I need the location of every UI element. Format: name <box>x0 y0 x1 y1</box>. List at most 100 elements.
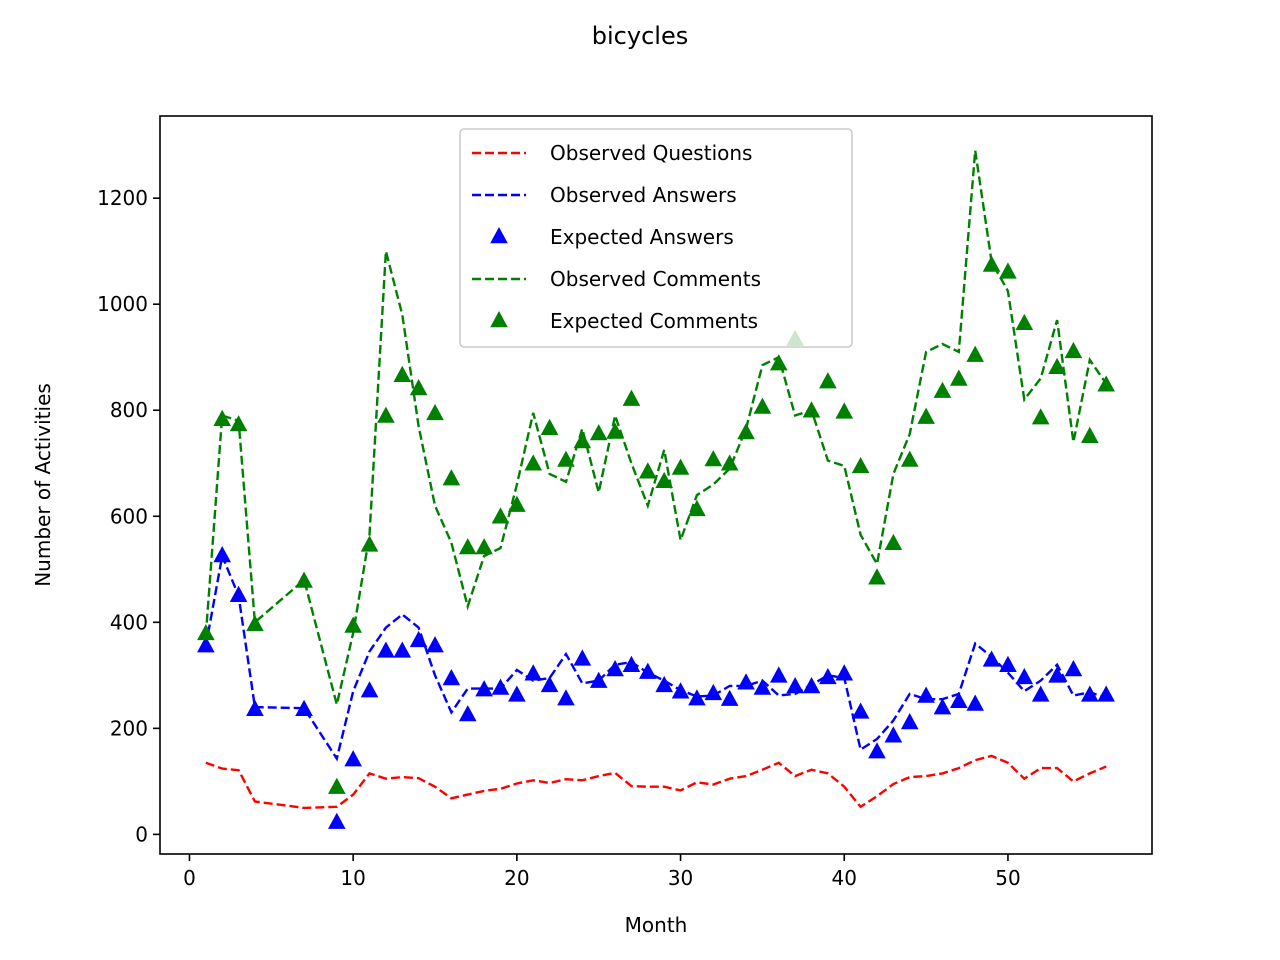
data-point-expected-comments <box>704 450 723 467</box>
data-point-expected-answers <box>720 689 739 706</box>
data-point-expected-answers <box>213 546 232 563</box>
x-tick-label: 0 <box>183 866 196 890</box>
data-point-expected-comments <box>458 538 477 555</box>
data-point-expected-answers <box>933 698 952 715</box>
series-line-observed-comments <box>204 150 1108 705</box>
data-point-expected-comments <box>802 401 821 418</box>
series-line-observed-answers <box>204 551 1107 762</box>
data-point-expected-answers <box>802 676 821 694</box>
data-point-expected-comments <box>1048 357 1066 375</box>
data-point-expected-comments <box>1015 313 1034 331</box>
data-point-expected-answers <box>753 678 772 695</box>
data-point-expected-answers <box>524 664 543 681</box>
data-point-expected-answers <box>409 630 428 648</box>
data-point-expected-answers <box>540 675 559 693</box>
x-axis-label: Month <box>625 913 688 937</box>
y-tick-label: 800 <box>110 398 148 422</box>
legend-label: Observed Answers <box>550 183 737 207</box>
data-point-expected-answers <box>622 655 641 672</box>
data-point-expected-comments <box>769 354 788 371</box>
data-point-expected-comments <box>295 571 313 588</box>
data-point-expected-answers <box>1031 685 1050 702</box>
data-point-expected-comments <box>409 379 428 396</box>
data-point-expected-answers <box>197 636 215 653</box>
series-observed-comments <box>204 150 1108 705</box>
data-point-expected-answers <box>639 662 657 679</box>
x-tick-label: 30 <box>668 866 693 890</box>
data-point-expected-answers <box>851 702 870 719</box>
data-point-expected-comments <box>393 365 412 382</box>
data-point-expected-answers <box>769 666 788 683</box>
legend-item-observed-answers: Observed Answers <box>472 183 737 207</box>
legend-item-expected-comments: Expected Comments <box>490 309 758 333</box>
data-point-expected-answers <box>508 685 526 702</box>
data-point-expected-comments <box>753 397 772 414</box>
legend-item-observed-questions: Observed Questions <box>472 141 752 165</box>
legend-label: Observed Questions <box>550 141 752 165</box>
data-point-expected-comments <box>524 454 543 471</box>
data-point-expected-comments <box>491 507 510 524</box>
data-point-expected-answers <box>393 641 412 658</box>
data-point-expected-comments <box>688 499 706 517</box>
series-observed-questions <box>205 754 1107 810</box>
data-point-expected-comments <box>655 471 673 489</box>
data-point-expected-comments <box>377 406 395 423</box>
data-point-expected-comments <box>327 777 346 794</box>
data-point-expected-comments <box>835 402 854 419</box>
data-point-expected-comments <box>426 403 444 421</box>
legend: Observed Questions Observed Answers Expect… <box>459 128 853 348</box>
data-point-expected-comments <box>868 568 886 585</box>
data-point-expected-comments <box>475 538 493 555</box>
data-point-expected-answers <box>327 812 346 829</box>
series-observed-answers <box>204 551 1107 762</box>
y-axis: 0 200 400 600 800 1000 1200 <box>97 186 160 846</box>
data-point-expected-answers <box>557 689 575 706</box>
data-point-expected-comments <box>540 418 559 436</box>
data-point-expected-answers <box>344 750 362 767</box>
x-tick-label: 50 <box>995 866 1020 890</box>
y-axis-label: Number of Activities <box>31 383 55 587</box>
data-point-expected-answers <box>589 671 608 688</box>
data-point-expected-comments <box>720 454 739 471</box>
data-point-expected-answers <box>950 691 968 709</box>
data-point-expected-comments <box>1080 426 1099 443</box>
y-tick-label: 0 <box>135 822 148 846</box>
data-point-expected-comments <box>851 456 870 474</box>
data-point-expected-answers <box>1097 685 1115 702</box>
x-axis: 0 10 20 30 40 50 <box>183 854 1021 890</box>
data-point-expected-comments <box>950 369 968 386</box>
legend-swatch <box>490 227 508 244</box>
data-point-expected-comments <box>999 262 1017 279</box>
legend-label: Expected Comments <box>550 309 758 333</box>
data-point-expected-comments <box>884 533 903 551</box>
data-point-expected-comments <box>917 407 935 424</box>
data-point-expected-answers <box>1080 685 1099 702</box>
data-point-expected-comments <box>1031 408 1050 425</box>
data-point-expected-answers <box>229 585 248 603</box>
data-point-expected-answers <box>606 660 624 677</box>
data-point-expected-comments <box>360 535 379 552</box>
data-point-expected-comments <box>982 255 1001 272</box>
data-point-expected-comments <box>508 495 526 512</box>
x-tick-label: 40 <box>832 866 857 890</box>
data-point-expected-comments <box>344 616 362 633</box>
data-point-expected-comments <box>197 623 215 641</box>
data-point-expected-answers <box>819 667 837 685</box>
data-point-expected-comments <box>966 345 985 362</box>
data-point-expected-answers <box>295 699 313 716</box>
data-point-expected-answers <box>426 636 444 653</box>
data-point-expected-comments <box>671 458 690 475</box>
data-point-expected-answers <box>671 682 690 699</box>
data-point-expected-comments <box>589 424 608 441</box>
data-point-expected-comments <box>606 422 624 439</box>
data-point-expected-answers <box>868 742 886 759</box>
data-point-expected-comments <box>900 450 919 467</box>
data-point-expected-answers <box>442 669 461 686</box>
data-point-expected-answers <box>1015 667 1034 685</box>
data-point-expected-answers <box>737 673 755 690</box>
data-point-expected-comments <box>229 415 248 432</box>
data-point-expected-comments <box>557 450 575 467</box>
data-point-expected-answers <box>917 686 935 703</box>
